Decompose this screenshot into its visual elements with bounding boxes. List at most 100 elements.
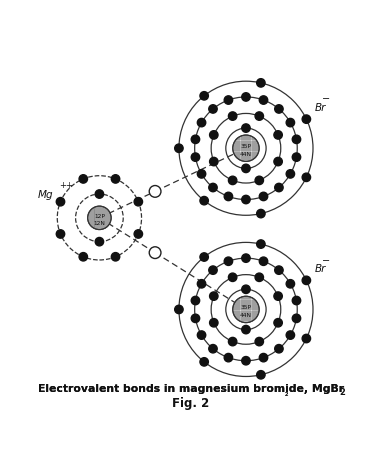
Circle shape bbox=[292, 153, 301, 161]
Circle shape bbox=[197, 170, 206, 178]
Circle shape bbox=[149, 247, 161, 259]
Circle shape bbox=[242, 254, 250, 262]
Circle shape bbox=[302, 334, 311, 343]
Text: −: − bbox=[322, 94, 330, 104]
Circle shape bbox=[56, 230, 65, 238]
Circle shape bbox=[210, 131, 218, 139]
Circle shape bbox=[242, 285, 250, 293]
Circle shape bbox=[209, 345, 217, 353]
Text: −: − bbox=[322, 256, 330, 266]
Circle shape bbox=[255, 338, 264, 346]
Circle shape bbox=[197, 331, 206, 339]
Text: Electrovalent bonds in magnesium bromide, MgBr: Electrovalent bonds in magnesium bromide… bbox=[38, 384, 344, 394]
Circle shape bbox=[255, 273, 264, 281]
Circle shape bbox=[191, 153, 200, 161]
Text: Br: Br bbox=[315, 264, 326, 274]
Circle shape bbox=[79, 252, 87, 261]
Circle shape bbox=[95, 238, 104, 246]
Text: Br: Br bbox=[315, 103, 326, 113]
Circle shape bbox=[286, 170, 295, 178]
Circle shape bbox=[134, 198, 142, 206]
Circle shape bbox=[257, 79, 265, 87]
Circle shape bbox=[292, 314, 301, 323]
Circle shape bbox=[175, 144, 183, 153]
Circle shape bbox=[302, 173, 311, 181]
Circle shape bbox=[274, 157, 282, 166]
Circle shape bbox=[209, 105, 217, 113]
Circle shape bbox=[302, 276, 311, 285]
Circle shape bbox=[79, 175, 87, 183]
Circle shape bbox=[257, 209, 265, 218]
Text: 2: 2 bbox=[340, 388, 346, 397]
Circle shape bbox=[224, 353, 233, 362]
Circle shape bbox=[242, 195, 250, 204]
Circle shape bbox=[197, 119, 206, 127]
Circle shape bbox=[274, 292, 282, 300]
Text: 12P: 12P bbox=[94, 213, 105, 219]
Circle shape bbox=[228, 112, 237, 120]
Circle shape bbox=[149, 186, 161, 197]
Circle shape bbox=[200, 92, 208, 100]
Circle shape bbox=[286, 279, 295, 288]
Circle shape bbox=[191, 135, 200, 144]
Text: 44N: 44N bbox=[240, 152, 252, 157]
Circle shape bbox=[134, 230, 142, 238]
Circle shape bbox=[191, 296, 200, 305]
Text: 35P: 35P bbox=[240, 144, 251, 149]
Circle shape bbox=[228, 338, 237, 346]
Text: 44N: 44N bbox=[240, 313, 252, 318]
Circle shape bbox=[242, 93, 250, 101]
Circle shape bbox=[209, 183, 217, 192]
Circle shape bbox=[259, 192, 268, 200]
Text: 12N: 12N bbox=[94, 220, 105, 226]
Circle shape bbox=[233, 296, 259, 323]
Text: Electrovalent bonds in magnesium bromide, MgBr: Electrovalent bonds in magnesium bromide… bbox=[38, 384, 344, 394]
Circle shape bbox=[259, 257, 268, 266]
Circle shape bbox=[200, 253, 208, 261]
Text: 35P: 35P bbox=[240, 305, 251, 310]
Circle shape bbox=[274, 131, 282, 139]
Circle shape bbox=[242, 164, 250, 173]
Circle shape bbox=[209, 266, 217, 274]
Circle shape bbox=[242, 124, 250, 133]
Circle shape bbox=[275, 105, 283, 113]
Circle shape bbox=[286, 331, 295, 339]
Circle shape bbox=[224, 96, 233, 104]
Circle shape bbox=[88, 206, 111, 230]
Text: Mg: Mg bbox=[38, 190, 53, 199]
Circle shape bbox=[286, 119, 295, 127]
Circle shape bbox=[111, 252, 120, 261]
Circle shape bbox=[191, 314, 200, 323]
Circle shape bbox=[228, 273, 237, 281]
Circle shape bbox=[210, 319, 218, 327]
Circle shape bbox=[259, 353, 268, 362]
Circle shape bbox=[292, 135, 301, 144]
Circle shape bbox=[274, 319, 282, 327]
Circle shape bbox=[275, 266, 283, 274]
Circle shape bbox=[228, 176, 237, 185]
Text: ++: ++ bbox=[59, 181, 73, 190]
Circle shape bbox=[224, 257, 233, 266]
Circle shape bbox=[224, 192, 233, 200]
Circle shape bbox=[257, 371, 265, 379]
Circle shape bbox=[257, 240, 265, 248]
Circle shape bbox=[275, 183, 283, 192]
Circle shape bbox=[210, 292, 218, 300]
Circle shape bbox=[56, 198, 65, 206]
Circle shape bbox=[259, 96, 268, 104]
Text: Fig. 2: Fig. 2 bbox=[172, 397, 210, 410]
Circle shape bbox=[95, 190, 104, 198]
Circle shape bbox=[292, 296, 301, 305]
Circle shape bbox=[111, 175, 120, 183]
Circle shape bbox=[242, 357, 250, 365]
Circle shape bbox=[242, 326, 250, 334]
Circle shape bbox=[200, 358, 208, 366]
Circle shape bbox=[197, 279, 206, 288]
Circle shape bbox=[302, 115, 311, 123]
Circle shape bbox=[275, 345, 283, 353]
Circle shape bbox=[233, 135, 259, 161]
Circle shape bbox=[200, 196, 208, 205]
Text: ₂: ₂ bbox=[94, 389, 288, 398]
Circle shape bbox=[255, 176, 264, 185]
Circle shape bbox=[210, 157, 218, 166]
